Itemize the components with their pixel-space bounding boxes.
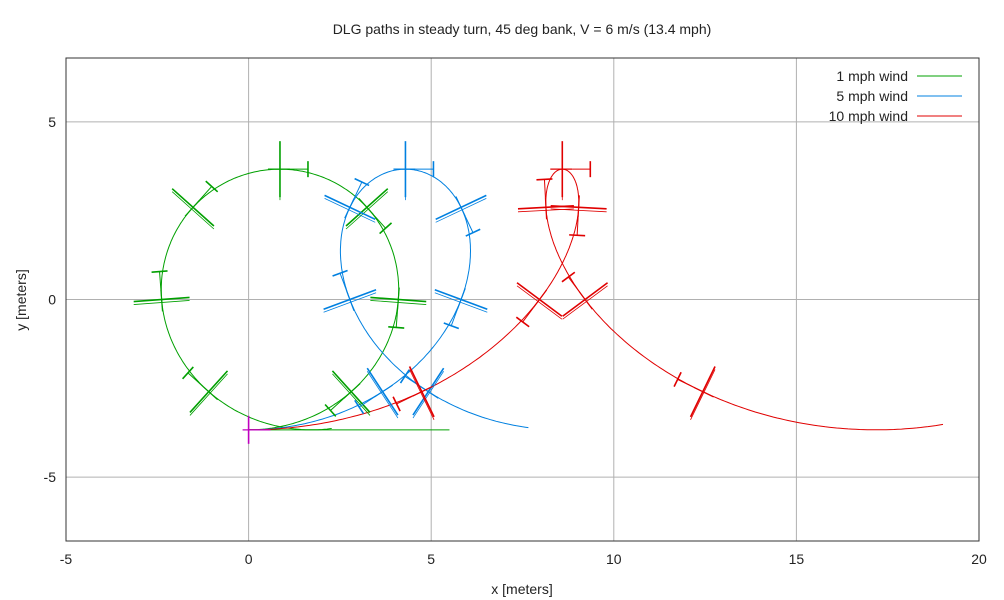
aircraft-fuselage: [396, 287, 400, 310]
aircraft-wing-edge: [332, 373, 371, 416]
aircraft-markers: [133, 141, 716, 444]
aircraft-boom: [330, 398, 345, 411]
aircraft-fuselage: [160, 289, 164, 312]
start-marker: [242, 415, 271, 444]
legend-label: 1 mph wind: [836, 68, 908, 84]
y-tick-label: -5: [44, 469, 57, 485]
aircraft-fuselage: [693, 386, 714, 398]
aircraft-wing-edge: [324, 197, 376, 223]
aircraft-boom: [543, 179, 546, 198]
x-tick-label: 15: [789, 551, 805, 567]
legend-label: 5 mph wind: [836, 88, 908, 104]
aircraft-boom: [522, 307, 534, 323]
aircraft-wing-edge: [434, 292, 488, 313]
x-tick-label: 20: [971, 551, 987, 567]
aircraft-wing-edge: [412, 371, 444, 419]
aircraft-wing-edge: [435, 197, 487, 223]
aircraft-boom: [576, 217, 579, 236]
aircraft-boom: [450, 308, 459, 326]
aircraft-fuselage: [344, 198, 355, 219]
chart-title: DLG paths in steady turn, 45 deg bank, V…: [333, 21, 712, 37]
aircraft-wing-edge: [345, 191, 389, 230]
x-axis-label: x [meters]: [491, 581, 552, 597]
aircraft-fuselage: [358, 197, 375, 216]
aircraft-wing-edge: [409, 369, 435, 421]
aircraft-wing-edge: [690, 369, 716, 421]
aircraft-wing-edge: [516, 285, 563, 320]
aircraft-wing-edge: [171, 191, 215, 230]
aircraft-boom: [339, 273, 347, 291]
aircraft-fuselage: [184, 199, 201, 217]
legend-label: 10 mph wind: [829, 108, 908, 124]
aircraft-boom: [395, 309, 399, 328]
x-tick-label: 5: [427, 551, 435, 567]
aircraft-boom: [353, 181, 363, 199]
aircraft-boom: [358, 396, 375, 408]
aircraft-fuselage: [533, 289, 548, 308]
aircraft-boom: [187, 372, 202, 386]
x-tick-label: 10: [606, 551, 622, 567]
aircraft-fuselage: [544, 197, 548, 220]
aircraft-fuselage: [577, 195, 580, 218]
aircraft-wing-edge: [323, 292, 377, 313]
aircraft-wing-edge: [366, 371, 399, 419]
aircraft-fuselage: [200, 384, 219, 401]
aircraft-wing-edge: [189, 373, 228, 416]
aircraft-boom: [404, 375, 421, 387]
x-tick-label: 0: [245, 551, 253, 567]
aircraft-fuselage: [412, 385, 433, 397]
aircraft-boom: [199, 186, 213, 201]
y-tick-label: 5: [48, 114, 56, 130]
legend: 1 mph wind 5 mph wind 10 mph wind: [829, 68, 962, 124]
x-tick-label: -5: [60, 551, 73, 567]
aircraft-boom: [159, 271, 162, 290]
aircraft-boom: [677, 378, 695, 388]
aircraft-fuselage: [419, 385, 439, 399]
aircraft-boom: [396, 395, 414, 405]
aircraft-fuselage: [373, 384, 393, 398]
aircraft-boom: [567, 276, 580, 292]
aircraft-wing-edge: [562, 285, 608, 320]
aircraft-fuselage: [455, 196, 466, 217]
aircraft-tail: [673, 371, 682, 387]
aircraft-tail: [388, 326, 405, 329]
y-tick-label: 0: [48, 292, 56, 308]
aircraft-boom: [373, 214, 386, 229]
aircraft-fuselage: [456, 288, 466, 310]
y-axis-label: y [meters]: [13, 269, 29, 330]
grid: [66, 58, 979, 541]
aircraft-fuselage: [345, 289, 355, 311]
series-aircraft: [323, 141, 488, 419]
aircraft-fuselage: [343, 383, 361, 399]
aircraft-fuselage: [578, 291, 593, 310]
plot-frame: [65, 57, 980, 542]
aircraft-tail: [332, 269, 348, 277]
series-aircraft: [392, 141, 716, 421]
series-aircraft: [133, 141, 427, 417]
tick-labels: -5 0 5 10 15 20 -5 0 5: [44, 114, 987, 567]
aircraft-boom: [464, 216, 474, 233]
